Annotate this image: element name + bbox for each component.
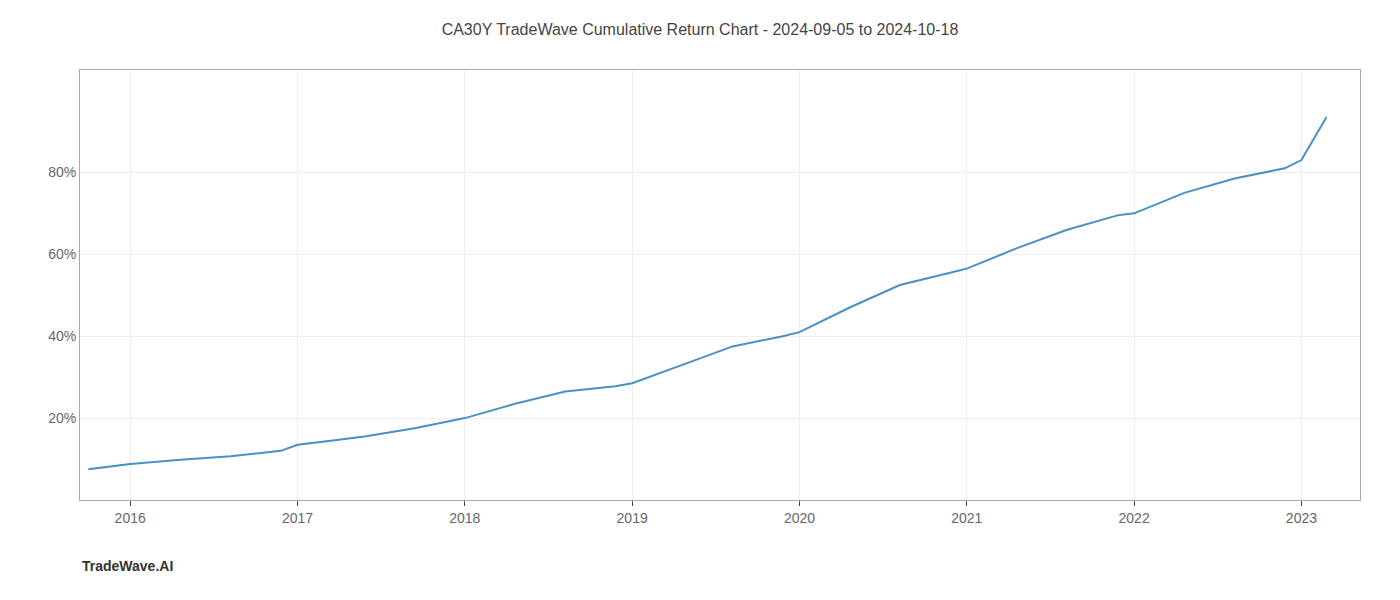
svg-text:2022: 2022 — [1119, 510, 1150, 526]
svg-text:2023: 2023 — [1286, 510, 1317, 526]
svg-text:2016: 2016 — [115, 510, 146, 526]
svg-text:2021: 2021 — [951, 510, 982, 526]
svg-text:2017: 2017 — [282, 510, 313, 526]
svg-text:40%: 40% — [48, 328, 76, 344]
svg-text:2020: 2020 — [784, 510, 815, 526]
svg-text:CA30Y TradeWave Cumulative Ret: CA30Y TradeWave Cumulative Return Chart … — [442, 21, 959, 38]
svg-text:TradeWave.AI: TradeWave.AI — [82, 558, 173, 574]
svg-text:2018: 2018 — [449, 510, 480, 526]
svg-text:20%: 20% — [48, 410, 76, 426]
svg-text:80%: 80% — [48, 164, 76, 180]
svg-text:2019: 2019 — [617, 510, 648, 526]
svg-text:60%: 60% — [48, 246, 76, 262]
